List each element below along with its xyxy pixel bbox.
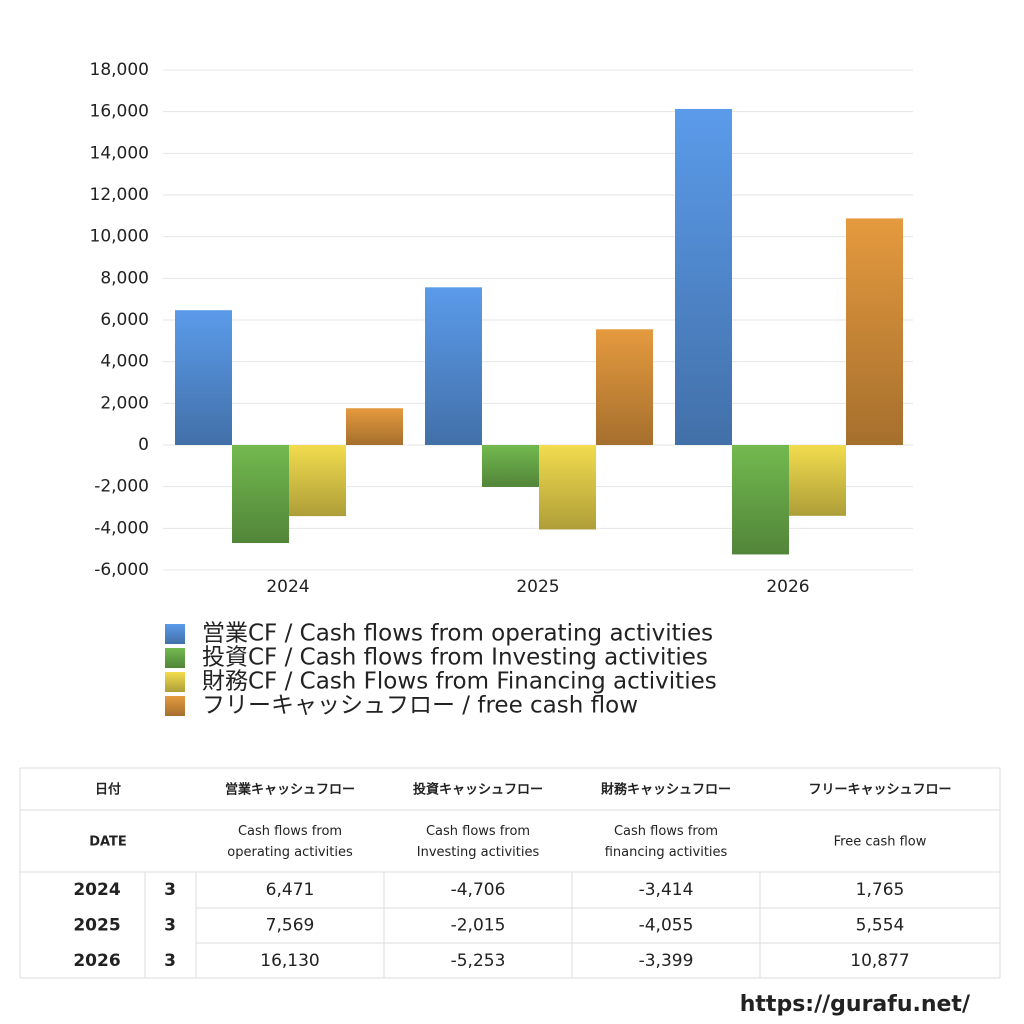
y-tick-label: 0 — [138, 435, 149, 455]
table-cell: 16,130 — [260, 951, 319, 971]
table-cell: 2025 — [73, 916, 120, 936]
y-tick-label: 2,000 — [100, 393, 149, 413]
table-header-en: financing activities — [605, 845, 728, 860]
x-tick-label: 2025 — [516, 577, 559, 597]
y-tick-label: 10,000 — [90, 227, 149, 247]
bar — [346, 408, 403, 445]
table-cell: 3 — [164, 916, 176, 936]
table-cell: 2026 — [73, 951, 120, 971]
y-tick-label: -2,000 — [94, 477, 149, 497]
table-header: 投資キャッシュフロー — [413, 782, 543, 798]
y-tick-label: 12,000 — [90, 185, 149, 205]
bar — [289, 445, 346, 517]
table-cell: -4,055 — [639, 916, 694, 936]
legend-label: 財務CF / Cash Flows from Financing activit… — [202, 669, 717, 695]
legend-label: フリーキャッシュフロー / free cash flow — [202, 693, 638, 719]
table-header-en: Free cash flow — [834, 835, 927, 850]
table-header-en: DATE — [89, 835, 127, 850]
legend-label: 投資CF / Cash flows from Investing activit… — [202, 645, 708, 671]
bar — [425, 287, 482, 445]
table-header: 営業キャッシュフロー — [225, 782, 355, 798]
bar — [482, 445, 539, 487]
y-tick-label: 8,000 — [100, 268, 149, 288]
y-tick-label: -6,000 — [94, 560, 149, 580]
y-tick-label: 14,000 — [90, 143, 149, 163]
table-cell: 10,877 — [850, 951, 909, 971]
table-header-en: Cash flows from — [238, 824, 342, 839]
legend-swatch — [165, 648, 185, 668]
y-tick-label: 18,000 — [90, 60, 149, 80]
table-cell: 3 — [164, 951, 176, 971]
y-tick-label: 4,000 — [100, 352, 149, 372]
table-cell: -4,706 — [451, 880, 506, 900]
y-tick-label: 6,000 — [100, 310, 149, 330]
legend-swatch — [165, 624, 185, 644]
y-tick-label: -4,000 — [94, 518, 149, 538]
x-tick-label: 2026 — [766, 577, 809, 597]
y-tick-label: 16,000 — [90, 102, 149, 122]
legend-swatch — [165, 696, 185, 716]
footer-url: https://gurafu.net/ — [740, 992, 971, 1017]
bar — [846, 218, 903, 445]
bar — [789, 445, 846, 516]
table-cell: 2024 — [73, 880, 120, 900]
table-header-en: Cash flows from — [426, 824, 530, 839]
table-header-en: Cash flows from — [614, 824, 718, 839]
table-cell: -3,414 — [639, 880, 694, 900]
table-header: 日付 — [95, 782, 121, 798]
bar — [596, 329, 653, 445]
legend-label: 営業CF / Cash flows from operating activit… — [202, 621, 713, 647]
x-tick-label: 2024 — [266, 577, 309, 597]
table-cell: -3,399 — [639, 951, 694, 971]
bar — [732, 445, 789, 555]
table-cell: -2,015 — [451, 916, 506, 936]
bar — [175, 310, 232, 445]
table-cell: -5,253 — [451, 951, 506, 971]
bar — [232, 445, 289, 544]
legend-swatch — [165, 672, 185, 692]
table-cell: 1,765 — [856, 880, 905, 900]
table-cell: 6,471 — [266, 880, 315, 900]
bar — [675, 108, 732, 445]
table-header-en: Investing activities — [417, 845, 540, 860]
table-header: 財務キャッシュフロー — [600, 782, 731, 798]
table-header-en: operating activities — [227, 845, 353, 860]
table-cell: 7,569 — [266, 916, 315, 936]
bar — [539, 445, 596, 530]
table-cell: 3 — [164, 880, 176, 900]
table-header: フリーキャッシュフロー — [808, 783, 951, 798]
table-cell: 5,554 — [856, 916, 905, 936]
